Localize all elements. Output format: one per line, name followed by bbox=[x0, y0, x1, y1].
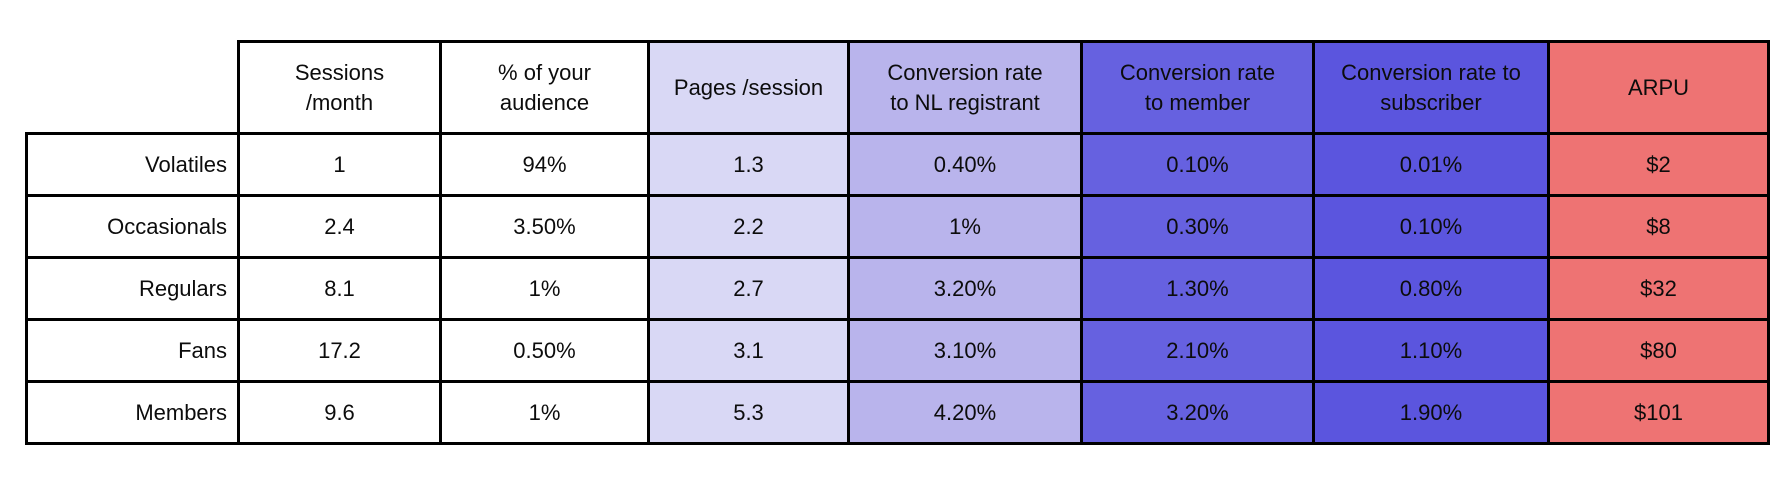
table-row-occasionals: Occasionals 2.4 3.50% 2.2 1% 0.30% 0.10%… bbox=[25, 194, 1770, 259]
cell-audience: 1% bbox=[439, 256, 650, 321]
header-cell-conv-subscriber: Conversion rate to subscriber bbox=[1312, 40, 1550, 135]
header-cell-conv-nl-registrant: Conversion rate to NL registrant bbox=[847, 40, 1083, 135]
cell-arpu: $2 bbox=[1547, 132, 1770, 197]
table-row-volatiles: Volatiles 1 94% 1.3 0.40% 0.10% 0.01% $2 bbox=[25, 132, 1770, 197]
cell-sessions: 9.6 bbox=[237, 380, 442, 445]
cell-conv-member: 3.20% bbox=[1080, 380, 1315, 445]
table-row-fans: Fans 17.2 0.50% 3.1 3.10% 2.10% 1.10% $8… bbox=[25, 318, 1770, 383]
cell-sessions: 2.4 bbox=[237, 194, 442, 259]
header-cell-conv-member: Conversion rate to member bbox=[1080, 40, 1315, 135]
row-label: Fans bbox=[25, 318, 240, 383]
cell-sessions: 1 bbox=[237, 132, 442, 197]
cell-audience: 94% bbox=[439, 132, 650, 197]
cell-conv-subscriber: 1.90% bbox=[1312, 380, 1550, 445]
cell-conv-nl: 3.10% bbox=[847, 318, 1083, 383]
corner-empty-cell bbox=[26, 41, 240, 135]
cell-conv-nl: 0.40% bbox=[847, 132, 1083, 197]
cell-conv-subscriber: 0.80% bbox=[1312, 256, 1550, 321]
cell-conv-subscriber: 0.10% bbox=[1312, 194, 1550, 259]
cell-pages: 3.1 bbox=[647, 318, 850, 383]
cell-conv-member: 2.10% bbox=[1080, 318, 1315, 383]
row-label: Occasionals bbox=[25, 194, 240, 259]
table-row-members: Members 9.6 1% 5.3 4.20% 3.20% 1.90% $10… bbox=[25, 380, 1770, 445]
cell-conv-subscriber: 1.10% bbox=[1312, 318, 1550, 383]
audience-segments-table-container: Sessions /month % of your audience Pages… bbox=[25, 40, 1770, 445]
header-row: Sessions /month % of your audience Pages… bbox=[26, 40, 1770, 135]
header-cell-pages-session: Pages /session bbox=[647, 40, 850, 135]
cell-pages: 5.3 bbox=[647, 380, 850, 445]
cell-conv-member: 0.10% bbox=[1080, 132, 1315, 197]
cell-conv-nl: 3.20% bbox=[847, 256, 1083, 321]
cell-audience: 0.50% bbox=[439, 318, 650, 383]
cell-arpu: $101 bbox=[1547, 380, 1770, 445]
cell-conv-nl: 1% bbox=[847, 194, 1083, 259]
cell-arpu: $8 bbox=[1547, 194, 1770, 259]
cell-conv-subscriber: 0.01% bbox=[1312, 132, 1550, 197]
cell-arpu: $32 bbox=[1547, 256, 1770, 321]
cell-sessions: 8.1 bbox=[237, 256, 442, 321]
cell-arpu: $80 bbox=[1547, 318, 1770, 383]
cell-pages: 2.2 bbox=[647, 194, 850, 259]
row-label: Regulars bbox=[25, 256, 240, 321]
cell-conv-nl: 4.20% bbox=[847, 380, 1083, 445]
cell-pages: 1.3 bbox=[647, 132, 850, 197]
table-row-regulars: Regulars 8.1 1% 2.7 3.20% 1.30% 0.80% $3… bbox=[25, 256, 1770, 321]
cell-pages: 2.7 bbox=[647, 256, 850, 321]
cell-audience: 1% bbox=[439, 380, 650, 445]
row-label: Volatiles bbox=[25, 132, 240, 197]
cell-conv-member: 1.30% bbox=[1080, 256, 1315, 321]
header-cell-sessions-month: Sessions /month bbox=[237, 40, 442, 135]
header-cell-arpu: ARPU bbox=[1547, 40, 1770, 135]
cell-sessions: 17.2 bbox=[237, 318, 442, 383]
row-label: Members bbox=[25, 380, 240, 445]
audience-segments-table: Sessions /month % of your audience Pages… bbox=[25, 40, 1770, 445]
cell-audience: 3.50% bbox=[439, 194, 650, 259]
header-cell-percent-audience: % of your audience bbox=[439, 40, 650, 135]
cell-conv-member: 0.30% bbox=[1080, 194, 1315, 259]
